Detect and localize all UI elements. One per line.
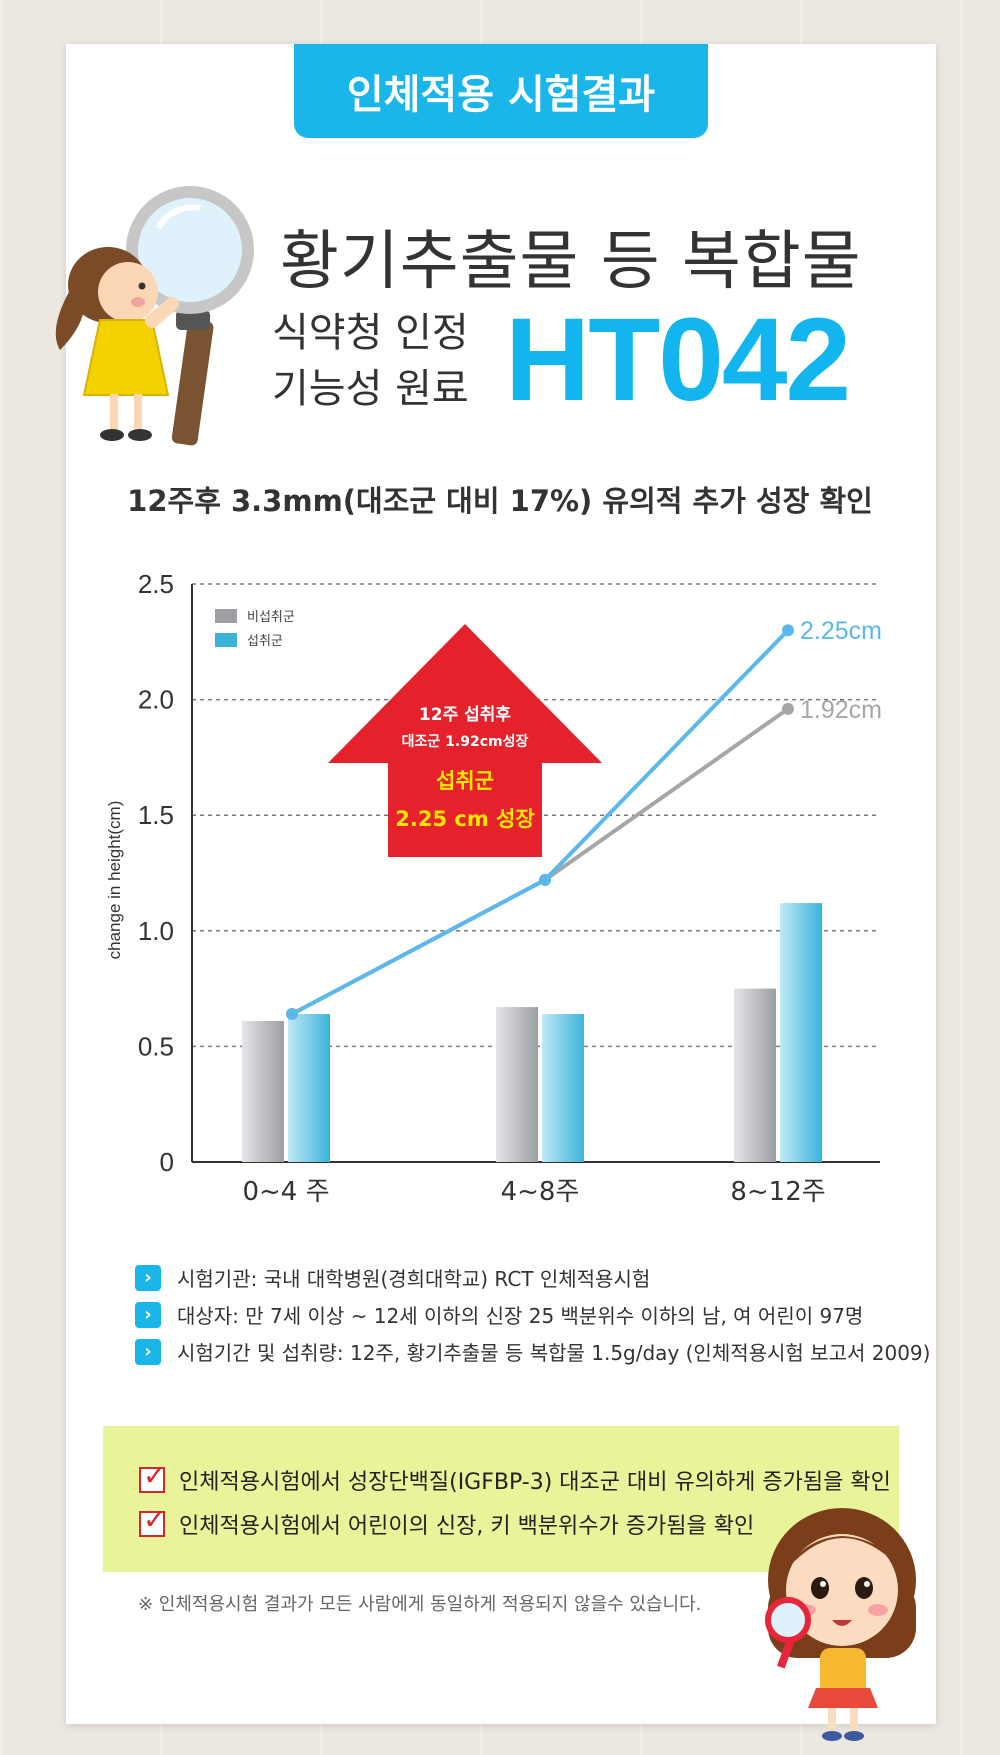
check-text-2: 인체적용시험에서 어린이의 신장, 키 백분위수가 증가됨을 확인 [179,1514,755,1539]
chevron-right-icon: › [135,1301,161,1328]
check-item: ✓ 인체적용시험에서 성장단백질(IGFBP-3) 대조군 대비 유의하게 증가… [139,1459,891,1496]
series-point [539,873,551,886]
trend-lines: 1.92cm 2.25cm [286,617,882,1021]
study-info: › 시험기관: 국내 대학병원(경희대학교) RCT 인체적용시험 › 대상자:… [135,1260,930,1371]
info-institution: 시험기관: 국내 대학병원(경희대학교) RCT 인체적용시험 [177,1267,651,1291]
callout-line-4: 2.25 cm 성장 [395,807,534,831]
height-change-chart: 0 0.5 1.0 1.5 2.0 2.5 change in height(cm) 0~… [105,569,882,1207]
bar [242,1020,284,1162]
girl-magnifier-illustration [55,186,254,446]
y-tick-label: 1.0 [138,916,174,946]
checkmark-icon: ✓ [139,1503,166,1537]
series-end-label: 2.25cm [800,617,882,645]
legend: 비섭취군 섭취군 [215,609,295,649]
series-end-label: 1.92cm [800,696,882,724]
bar [734,988,776,1162]
y-tick-label: 1.5 [138,800,174,830]
x-tick-labels: 0~4 주 4~8주 8~12주 [242,1177,825,1207]
x-tick-label: 4~8주 [501,1177,580,1207]
bar [542,1014,584,1162]
callout-line-3: 섭취군 [436,769,494,793]
bar [496,1007,538,1162]
x-tick-label: 8~12주 [730,1177,825,1207]
callout-line-1: 12주 섭취후 [419,704,511,725]
sub-line-1: 식약청 인정 [272,310,469,356]
check-text-1: 인체적용시험에서 성장단백질(IGFBP-3) 대조군 대비 유의하게 증가됨을… [179,1470,891,1495]
chevron-right-icon: › [135,1264,161,1291]
series-point [286,1008,298,1021]
y-axis-label: change in height(cm) [105,801,124,960]
y-tick-label: 0 [160,1147,174,1177]
certification-text: 식약청 인정 기능성 원료 [272,305,469,417]
y-tick-label: 0.5 [138,1031,174,1061]
legend-label-control: 비섭취군 [247,610,295,625]
info-row: › 시험기간 및 섭취량: 12주, 황기추출물 등 복합물 1.5g/day … [135,1334,930,1369]
legend-label-intake: 섭취군 [247,634,283,649]
y-tick-label: 2.5 [138,569,174,599]
bar [780,903,822,1162]
info-row: › 대상자: 만 7세 이상 ~ 12세 이하의 신장 25 백분위수 이하의 … [135,1297,930,1332]
info-period: 시험기간 및 섭취량: 12주, 황기추출물 등 복합물 1.5g/day (인… [177,1341,931,1365]
y-tick-label: 2.0 [138,685,174,715]
headline: 황기추출물 등 복합물 [280,225,862,299]
product-code: HT042 [505,294,851,426]
x-tick-label: 0~4 주 [242,1177,329,1207]
result-summary: 12주후 3.3mm(대조군 대비 17%) 유의적 추가 성장 확인 [127,484,873,518]
legend-swatch-control [215,609,237,623]
y-tick-labels: 0 0.5 1.0 1.5 2.0 2.5 [138,569,174,1177]
sub-line-2: 기능성 원료 [272,366,469,412]
girl-illustration [765,1508,916,1741]
legend-swatch-intake [215,633,237,647]
chevron-right-icon: › [135,1338,161,1365]
bars [242,903,822,1162]
callout-arrow: 12주 섭취후 대조군 1.92cm성장 섭취군 2.25 cm 성장 [328,624,602,857]
checkmark-icon: ✓ [139,1459,166,1493]
series-point [782,624,794,637]
check-item: ✓ 인체적용시험에서 어린이의 신장, 키 백분위수가 증가됨을 확인 [139,1503,755,1540]
callout-arrow-shape [328,624,602,857]
info-row: › 시험기관: 국내 대학병원(경희대학교) RCT 인체적용시험 [135,1260,930,1295]
info-subjects: 대상자: 만 7세 이상 ~ 12세 이하의 신장 25 백분위수 이하의 남,… [177,1304,864,1328]
test-result-badge: 인체적용 시험결과 [294,44,708,138]
disclaimer: ※ 인체적용시험 결과가 모든 사람에게 동일하게 적용되지 않을수 있습니다. [138,1594,702,1615]
series-point [782,702,794,715]
confirmation-box: ✓ 인체적용시험에서 성장단백질(IGFBP-3) 대조군 대비 유의하게 증가… [103,1426,899,1572]
bar [288,1014,330,1162]
callout-line-2: 대조군 1.92cm성장 [402,733,529,750]
